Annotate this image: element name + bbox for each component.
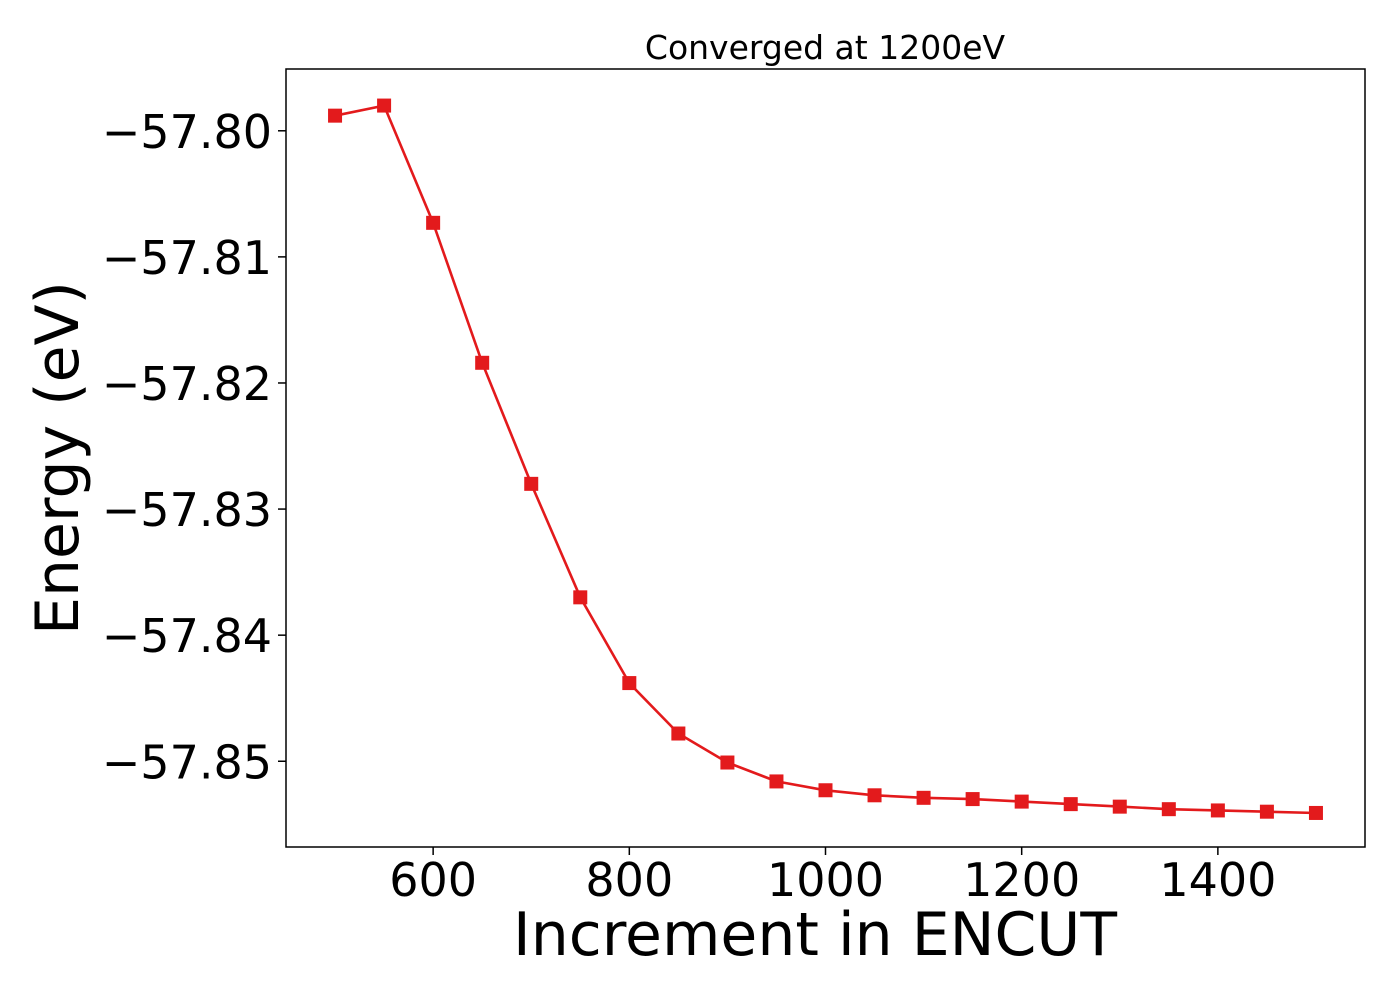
y-tick-label: −57.80 (102, 105, 272, 159)
x-tick-label: 1400 (1159, 853, 1276, 907)
x-axis-label: Increment in ENCUT (513, 900, 1117, 970)
x-axis: 600 800 1000 1200 1400 (389, 847, 1276, 907)
x-tick-label: 600 (389, 853, 477, 907)
data-point-marker (475, 355, 490, 370)
y-tick-label: −57.81 (102, 231, 272, 285)
data-point-marker (916, 790, 931, 805)
y-tick-label: −57.82 (102, 357, 272, 411)
axes-frame (285, 68, 1366, 848)
data-point-marker (867, 788, 882, 803)
data-point-marker (377, 98, 392, 113)
y-axis-label: Energy (eV) (23, 281, 93, 635)
data-point-marker (622, 676, 637, 691)
data-point-marker (1112, 799, 1127, 814)
x-tick-label: 1200 (963, 853, 1080, 907)
y-axis: −57.80 −57.81 −57.82 −57.83 −57.84 −57.85 (102, 105, 286, 789)
y-tick-label: −57.84 (102, 609, 272, 663)
data-point-marker (524, 476, 539, 491)
data-point-marker (1210, 803, 1225, 818)
data-point-marker (1308, 805, 1323, 820)
y-tick-label: −57.85 (102, 735, 272, 789)
x-tick-label: 800 (585, 853, 673, 907)
data-point-marker (573, 590, 588, 605)
data-point-marker (328, 108, 343, 123)
data-point-marker (965, 792, 980, 807)
series-line (334, 104, 1317, 815)
plot-area (328, 98, 1323, 820)
x-tick-label: 1000 (767, 853, 884, 907)
chart-title: Converged at 1200eV (645, 28, 1006, 67)
y-tick-label: −57.83 (102, 483, 272, 537)
data-point-marker (1063, 797, 1078, 812)
data-point-marker (1014, 794, 1029, 809)
data-point-marker (671, 726, 686, 741)
data-point-marker (818, 783, 833, 798)
data-point-marker (1259, 804, 1274, 819)
data-point-marker (769, 774, 784, 789)
data-point-marker (1161, 802, 1176, 817)
data-point-marker (426, 215, 441, 230)
data-point-marker (720, 755, 735, 770)
